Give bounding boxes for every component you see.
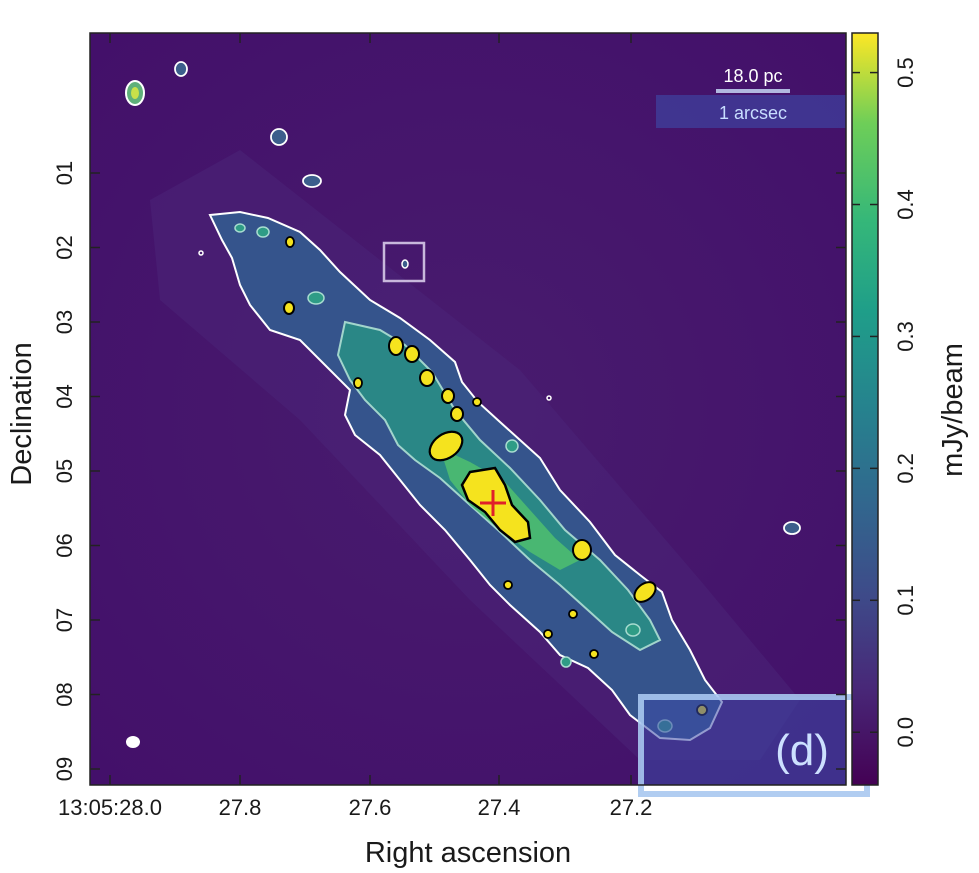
blob xyxy=(505,439,519,453)
colorbar-tick-label: 0.4 xyxy=(893,189,918,220)
plot-frame xyxy=(89,32,847,786)
isolated-source xyxy=(131,87,139,99)
y-tick-label: 09 xyxy=(52,757,77,781)
angular-scale-label: 1 arcsec xyxy=(719,103,787,123)
beam-ellipse xyxy=(126,736,140,748)
x-axis-ticks: 13:05:28.0 27.8 27.6 27.4 27.2 xyxy=(58,33,652,820)
y-tick-label: 08 xyxy=(52,682,77,706)
knot xyxy=(633,581,657,603)
x-tick-label: 27.8 xyxy=(219,795,262,820)
y-axis-ticks: 01 02 03 04 05 06 07 08 09 xyxy=(52,161,846,781)
knot xyxy=(285,236,295,248)
knot xyxy=(543,629,553,639)
knot xyxy=(503,580,513,590)
knot xyxy=(419,369,435,387)
angular-scale-box xyxy=(656,95,846,128)
knot xyxy=(572,539,592,561)
panel-label: (d) xyxy=(775,726,829,775)
x-tick-label: 27.4 xyxy=(478,795,521,820)
knot xyxy=(388,336,404,356)
colorbar-tick-label: 0.5 xyxy=(893,57,918,88)
x-tick-label: 27.6 xyxy=(349,795,392,820)
colorbar xyxy=(851,32,879,786)
colorbar-label: mJy/beam xyxy=(937,343,969,477)
isolated-source xyxy=(546,395,552,401)
blob xyxy=(307,291,325,305)
image-layer: 18.0 pc 1 arcsec xyxy=(125,61,846,785)
colorbar-tick-label: 0.1 xyxy=(893,585,918,616)
isolated-source xyxy=(401,259,409,269)
y-tick-label: 03 xyxy=(52,310,77,334)
x-tick-label: 27.2 xyxy=(610,795,653,820)
x-tick-label: 13:05:28.0 xyxy=(58,795,162,820)
isolated-source xyxy=(270,128,288,146)
knot xyxy=(472,397,482,407)
blob xyxy=(625,623,641,637)
y-tick-label: 02 xyxy=(52,235,77,259)
nucleus-marker xyxy=(480,490,506,516)
knot xyxy=(589,649,599,659)
y-axis-label: Declination xyxy=(6,342,38,485)
knot xyxy=(568,609,578,619)
scale-bar-label: 18.0 pc xyxy=(723,66,782,86)
colorbar-tick-label: 0.2 xyxy=(893,453,918,484)
knot xyxy=(353,377,363,389)
y-tick-label: 06 xyxy=(52,533,77,557)
core-peak xyxy=(460,466,532,544)
isolated-source xyxy=(174,61,188,77)
blob xyxy=(234,223,246,233)
isolated-source xyxy=(302,174,322,188)
blob xyxy=(560,656,572,668)
source-box xyxy=(382,241,426,283)
y-tick-label: 05 xyxy=(52,459,77,483)
knot xyxy=(441,388,455,404)
isolated-source xyxy=(783,521,801,535)
isolated-source xyxy=(198,250,204,256)
x-axis-label: Right ascension xyxy=(365,837,571,869)
colorbar-tick-label: 0.0 xyxy=(893,717,918,748)
colorbar-tick-label: 0.3 xyxy=(893,321,918,352)
y-tick-label: 07 xyxy=(52,608,77,632)
knot xyxy=(450,406,464,422)
knot xyxy=(428,430,464,462)
knot xyxy=(283,301,295,315)
y-tick-label: 04 xyxy=(52,384,77,408)
panel-label-box xyxy=(641,697,846,785)
colorbar-ticks: 0.0 0.1 0.2 0.3 0.4 0.5 xyxy=(852,57,918,748)
knot xyxy=(404,345,420,363)
blob xyxy=(256,226,270,238)
y-tick-label: 01 xyxy=(52,161,77,185)
